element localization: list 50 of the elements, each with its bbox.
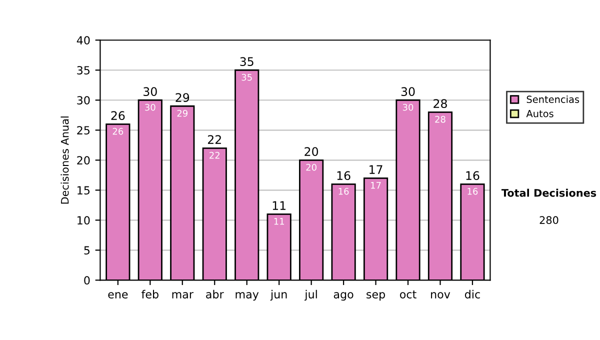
y-tick-label: 40 [76,36,90,44]
data-label: 16 [468,188,478,195]
total-label: 35 [240,57,254,66]
y-tick-label: 20 [77,156,90,165]
y-axis-title: Decisiones Anual [60,116,69,204]
total-label: 26 [111,111,125,120]
y-tick-label: 10 [78,216,90,225]
data-label: 17 [371,182,381,189]
x-tick-label: dic [464,290,480,298]
total-label: 28 [434,99,447,108]
x-tick-label: may [236,292,259,301]
x-tick-label: sep [366,292,386,301]
data-label: 11 [274,218,284,225]
total-label: 16 [466,171,480,180]
y-tick-label: 5 [84,246,90,255]
data-label: 16 [338,188,349,195]
x-tick-label: mar [172,292,194,298]
y-tick-label: 0 [84,276,90,285]
data-label: 26 [112,128,124,135]
legend-label: Sentencias [526,95,580,104]
data-label: 22 [210,152,220,159]
x-tick-label: jul [304,290,317,301]
text: Total Decisiones [501,188,596,197]
x-tick-label: jun [270,290,287,301]
total-label: 11 [272,201,286,210]
total-label: 16 [337,171,350,180]
x-tick-label: oct [400,290,416,298]
data-label: 20 [306,164,316,171]
total-label: 30 [144,87,157,96]
total-label: 17 [370,165,382,174]
y-tick-label: 25 [77,126,90,135]
y-tick-label: 15 [78,186,90,195]
x-tick-label: ago [334,292,354,301]
data-label: 29 [177,110,188,117]
data-label: 30 [145,104,156,111]
x-tick-label: feb [142,290,158,298]
data-label: 35 [242,74,252,81]
total-label: 29 [176,93,190,102]
legend-label: Autos [526,110,554,118]
y-tick-label: 30 [77,96,90,105]
text: 280 [540,216,558,224]
total-label: 20 [304,147,318,156]
total-label: 30 [401,87,415,96]
x-tick-label: abr [206,290,224,298]
x-tick-label: nov [431,292,450,298]
data-label: 30 [402,104,414,111]
total-label: 22 [208,135,221,144]
y-tick-label: 35 [77,66,90,75]
data-label: 28 [435,116,446,123]
x-tick-label: ene [108,292,128,298]
